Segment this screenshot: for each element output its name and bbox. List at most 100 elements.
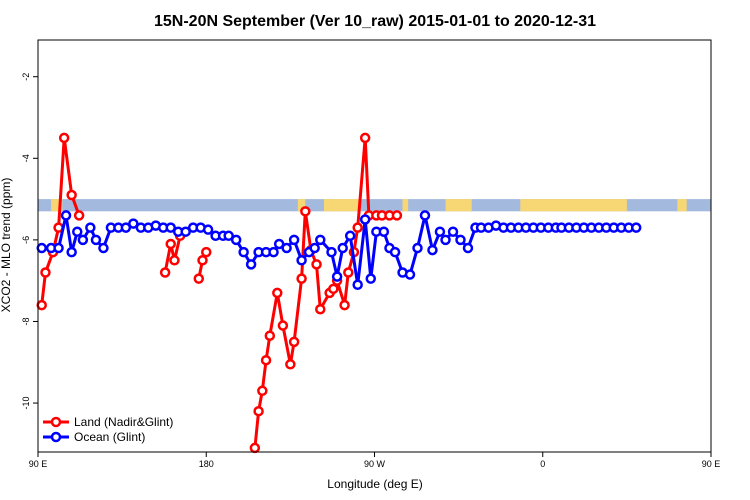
x-tick-label: 90 E — [29, 459, 48, 469]
y-tick-label: -6 — [21, 236, 31, 244]
series-land — [36, 132, 403, 454]
x-tick-label: 90 E — [702, 459, 721, 469]
data-point — [419, 210, 431, 221]
data-point — [281, 242, 292, 254]
series-layer — [36, 132, 642, 454]
data-point — [365, 273, 377, 284]
data-point — [201, 246, 212, 258]
data-point — [300, 206, 311, 217]
data-point — [223, 230, 234, 242]
data-point — [193, 273, 205, 284]
data-point — [462, 242, 474, 254]
data-point — [128, 218, 139, 229]
x-tick-label: 90 W — [364, 459, 386, 469]
data-point — [427, 244, 438, 256]
data-point — [120, 222, 132, 233]
data-point — [343, 267, 354, 278]
y-tick-label: -2 — [21, 73, 31, 81]
data-point — [309, 242, 320, 254]
data-point — [85, 222, 96, 233]
series-line — [163, 235, 182, 273]
data-point — [296, 255, 307, 266]
series-ocean — [36, 210, 642, 291]
data-point — [165, 238, 176, 250]
legend-label: Ocean (Glint) — [74, 430, 145, 444]
land-segment — [297, 199, 306, 212]
data-point — [339, 299, 350, 311]
data-point — [40, 267, 51, 278]
data-point — [359, 214, 371, 225]
x-tick-label: 180 — [199, 459, 214, 469]
data-point — [66, 246, 77, 258]
data-point — [311, 259, 322, 270]
data-point — [90, 234, 102, 246]
data-point — [72, 226, 83, 237]
data-point — [434, 226, 446, 237]
data-point — [412, 242, 423, 254]
legend-marker — [50, 431, 62, 443]
data-point — [315, 303, 326, 315]
data-point — [344, 230, 356, 242]
data-point — [264, 330, 276, 341]
data-point — [455, 234, 466, 246]
land-segment — [402, 199, 409, 212]
land-segment — [677, 199, 687, 212]
x-axis: 90 E 180 90 W 0 90 E — [29, 452, 721, 469]
data-point — [296, 273, 307, 284]
data-point — [36, 299, 47, 311]
data-point — [98, 242, 109, 254]
data-point — [260, 354, 272, 366]
data-point — [257, 385, 268, 397]
data-point — [60, 210, 72, 221]
data-point — [159, 267, 171, 278]
data-point — [272, 287, 283, 299]
land-ocean-strip — [38, 199, 711, 212]
data-point — [331, 271, 343, 282]
y-axis: -2 -4 -6 -8 -10 — [21, 73, 38, 410]
data-point — [389, 246, 401, 258]
y-axis-label: XCO2 - MLO trend (ppm) — [0, 178, 13, 313]
data-point — [440, 234, 451, 246]
y-tick-label: -10 — [21, 397, 31, 410]
land-segment — [445, 199, 472, 212]
x-tick-label: 0 — [540, 459, 545, 469]
data-point — [315, 234, 326, 246]
data-point — [249, 442, 261, 454]
data-point — [404, 269, 416, 280]
data-point — [53, 242, 64, 254]
data-point — [277, 320, 289, 331]
legend: Land (Nadir&Glint)Ocean (Glint) — [43, 415, 173, 444]
data-point — [268, 246, 279, 258]
data-point — [58, 132, 70, 144]
data-point — [391, 210, 403, 221]
data-point — [447, 226, 459, 237]
data-point — [238, 246, 249, 258]
land-segment — [51, 199, 63, 212]
data-point — [378, 226, 390, 237]
data-point — [180, 226, 191, 237]
data-point — [288, 336, 300, 348]
data-point — [337, 242, 348, 254]
data-point — [230, 234, 242, 246]
data-point — [328, 283, 339, 295]
chart-title: 15N-20N September (Ver 10_raw) 2015-01-0… — [154, 13, 596, 30]
y-tick-label: -8 — [21, 317, 31, 325]
data-point — [169, 255, 180, 266]
data-point — [630, 222, 642, 233]
data-point — [197, 255, 208, 266]
data-point — [352, 279, 363, 291]
data-point — [77, 234, 89, 246]
data-point — [273, 238, 285, 250]
data-point — [288, 234, 300, 246]
land-segment — [520, 199, 627, 212]
data-point — [245, 259, 257, 270]
legend-marker — [50, 416, 62, 428]
legend-label: Land (Nadir&Glint) — [74, 415, 173, 429]
data-point — [36, 242, 47, 254]
data-point — [202, 224, 214, 235]
data-point — [73, 210, 85, 221]
data-point — [285, 359, 296, 370]
data-point — [359, 132, 371, 144]
y-tick-label: -4 — [21, 154, 31, 162]
